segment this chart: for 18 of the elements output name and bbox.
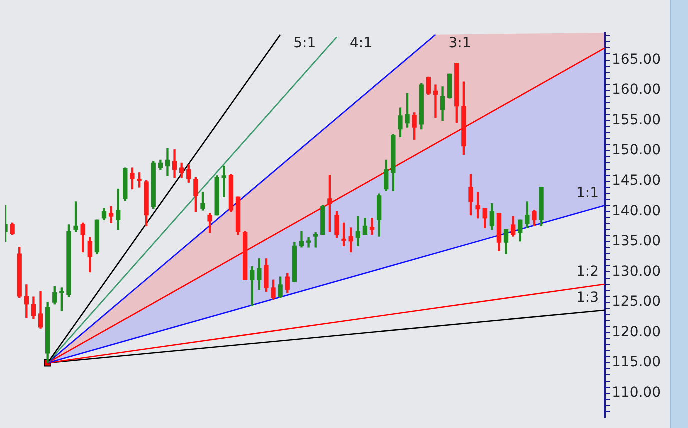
y-tick-label: 150.00: [612, 142, 661, 159]
y-tick-label: 145.00: [612, 173, 661, 190]
y-tick-label: 130.00: [612, 264, 661, 280]
y-tick-label: 160.00: [612, 82, 661, 98]
y-tick-label: 115.00: [612, 354, 661, 371]
series-label: 4:1: [350, 36, 373, 52]
series-label: 3:1: [448, 36, 472, 52]
y-tick-label: 125.00: [612, 294, 661, 310]
series-label: 1:2: [576, 264, 599, 280]
series-label: 5:1: [294, 36, 316, 52]
y-tick-label: 165.00: [612, 52, 661, 68]
y-tick-label: 135.00: [612, 234, 661, 250]
y-tick-label: 155.00: [612, 112, 661, 128]
series-label: 1:3: [576, 290, 599, 306]
y-tick-label: 140.00: [612, 203, 661, 220]
series-label: 1:1: [576, 185, 599, 202]
y-tick-label: 120.00: [612, 324, 661, 340]
y-tick-label: 110.00: [612, 385, 661, 402]
